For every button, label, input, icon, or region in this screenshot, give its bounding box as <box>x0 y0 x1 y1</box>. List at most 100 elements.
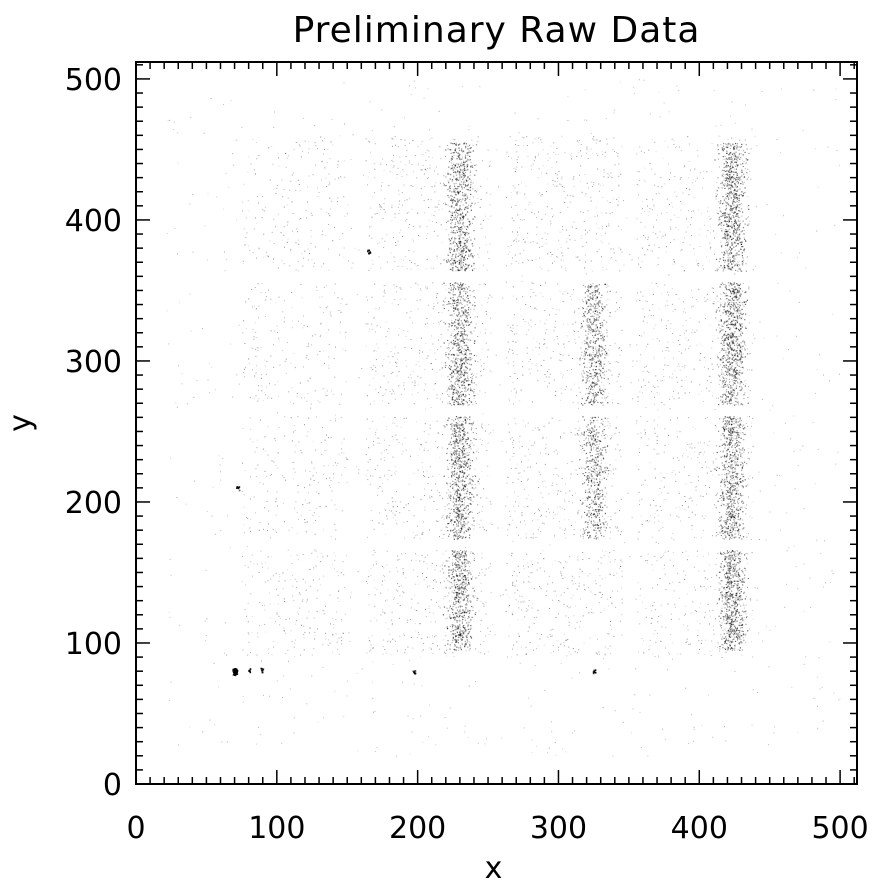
scatter-point <box>437 349 439 351</box>
scatter-point <box>519 595 521 597</box>
scatter-point <box>258 248 260 250</box>
scatter-point <box>597 638 599 640</box>
scatter-point <box>585 193 587 195</box>
scatter-point <box>610 172 612 174</box>
scatter-point <box>523 249 525 251</box>
scatter-point <box>620 531 622 533</box>
scatter-point <box>473 528 475 530</box>
scatter-point <box>276 185 278 186</box>
scatter-point <box>755 206 757 208</box>
scatter-point <box>330 141 332 143</box>
scatter-point <box>476 190 478 192</box>
scatter-point <box>252 347 254 349</box>
scatter-point <box>196 380 198 382</box>
scatter-point <box>386 515 388 517</box>
scatter-point <box>468 615 470 617</box>
scatter-point <box>366 583 368 584</box>
scatter-point <box>284 317 285 319</box>
scatter-point <box>489 563 491 565</box>
scatter-point <box>307 431 309 433</box>
scatter-point <box>691 182 693 184</box>
scatter-point <box>748 386 749 388</box>
scatter-point <box>573 221 575 223</box>
scatter-point <box>618 431 620 433</box>
scatter-point <box>287 649 289 651</box>
scatter-point <box>708 564 710 566</box>
scatter-point <box>664 364 666 366</box>
scatter-point <box>651 617 653 619</box>
scatter-point <box>408 162 410 164</box>
scatter-point <box>243 532 245 534</box>
scatter-point <box>403 170 405 172</box>
scatter-point <box>258 247 260 249</box>
scatter-point <box>384 393 386 395</box>
scatter-point <box>834 225 836 227</box>
scatter-point <box>243 183 245 185</box>
scatter-point <box>455 327 457 328</box>
scatter-point <box>438 321 440 323</box>
scatter-point <box>411 164 413 165</box>
scatter-point <box>224 251 225 253</box>
scatter-point <box>335 418 336 420</box>
scatter-point <box>294 507 296 509</box>
scatter-point <box>401 265 403 267</box>
scatter-point <box>440 529 442 531</box>
scatter-point <box>745 507 747 509</box>
scatter-point <box>644 237 646 239</box>
scatter-point <box>456 315 458 317</box>
scatter-point <box>560 373 562 374</box>
scatter-point <box>453 451 455 453</box>
scatter-point <box>447 367 449 368</box>
scatter-point <box>323 387 325 389</box>
scatter-point <box>732 468 733 470</box>
scatter-point <box>648 215 650 217</box>
scatter-point <box>466 166 468 168</box>
scatter-point <box>466 163 468 165</box>
scatter-point <box>507 253 509 255</box>
scatter-point <box>597 465 599 467</box>
scatter-point <box>539 474 541 476</box>
scatter-point <box>518 534 519 536</box>
scatter-point <box>383 209 385 210</box>
scatter-point <box>674 214 676 216</box>
scatter-point <box>423 642 425 644</box>
scatter-point <box>708 375 710 377</box>
scatter-point <box>546 437 547 439</box>
scatter-point <box>261 605 263 607</box>
scatter-point <box>534 156 536 158</box>
scatter-point <box>696 329 698 331</box>
scatter-point <box>238 324 240 326</box>
scatter-point <box>476 459 478 461</box>
scatter-point <box>258 305 260 307</box>
scatter-point <box>398 193 400 195</box>
scatter-point <box>465 333 467 335</box>
scatter-point <box>279 624 281 626</box>
scatter-point <box>176 132 178 134</box>
scatter-point <box>440 321 441 322</box>
scatter-point <box>525 537 527 539</box>
scatter-point <box>613 151 615 152</box>
scatter-point <box>598 365 600 367</box>
scatter-point <box>431 137 433 139</box>
scatter-point <box>296 395 298 397</box>
scatter-point <box>256 222 258 224</box>
scatter-point <box>422 575 423 577</box>
scatter-point <box>283 630 285 632</box>
scatter-point <box>403 634 405 636</box>
scatter-point <box>718 135 720 137</box>
scatter-point <box>516 527 518 528</box>
scatter-point <box>441 242 443 244</box>
scatter-point <box>540 516 541 518</box>
scatter-point <box>653 326 655 328</box>
scatter-point <box>672 373 673 375</box>
scatter-point <box>737 512 739 514</box>
scatter-point <box>672 311 674 313</box>
scatter-point <box>671 138 673 140</box>
scatter-point <box>746 369 748 371</box>
scatter-point <box>697 630 699 632</box>
scatter-point <box>327 148 329 150</box>
scatter-point <box>655 233 657 235</box>
scatter-point <box>465 148 466 149</box>
scatter-point <box>530 560 532 562</box>
scatter-point <box>264 436 266 438</box>
